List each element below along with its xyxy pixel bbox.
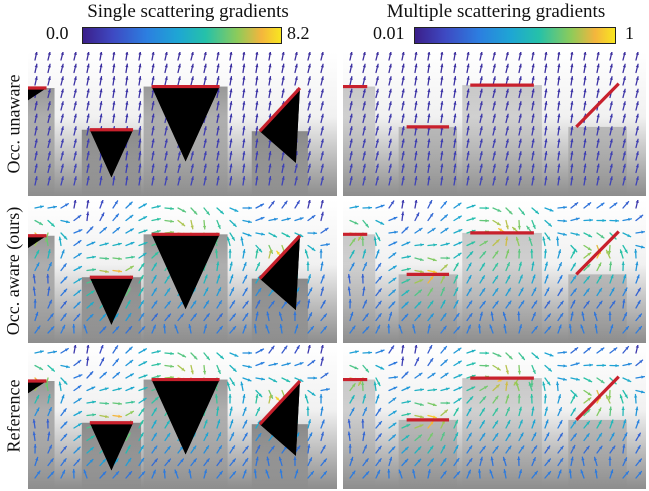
colorbar-min-multiple: 0.01	[373, 23, 405, 43]
row-label-reference: Reference	[0, 343, 26, 488]
row-label-text: Occ. aware (ours)	[3, 206, 23, 336]
panel-multiple-occ-unaware	[343, 52, 646, 196]
column-title-multiple: Multiple scattering gradients	[386, 1, 606, 22]
colorbar-multiple	[414, 27, 616, 44]
colorbar-single	[82, 27, 282, 44]
panel-multiple-reference	[343, 345, 646, 489]
colorbar-max-single: 8.2	[287, 23, 310, 43]
panel-multiple-occ-aware	[343, 200, 646, 343]
panel-single-reference	[28, 345, 337, 489]
row-label-text: Occ. unaware	[3, 74, 24, 174]
panel-single-occ-aware	[28, 200, 337, 343]
colorbar-max-multiple: 1	[625, 23, 634, 43]
column-title-single: Single scattering gradients	[87, 1, 289, 22]
row-label-text: Reference	[3, 379, 24, 452]
row-label-occ-unaware: Occ. unaware	[0, 50, 26, 198]
row-label-occ-aware: Occ. aware (ours)	[0, 199, 26, 343]
panel-single-occ-unaware	[28, 52, 337, 196]
colorbar-min-single: 0.0	[46, 23, 69, 43]
